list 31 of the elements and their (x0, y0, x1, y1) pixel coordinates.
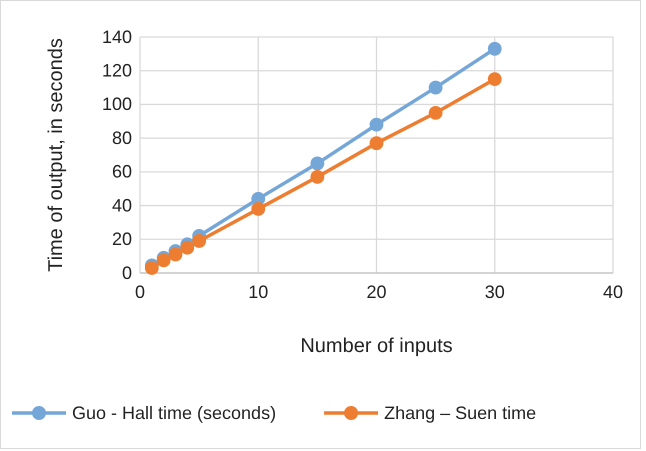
point (488, 42, 502, 56)
y-tick-label: 40 (112, 195, 132, 216)
point (428, 80, 443, 94)
point (488, 72, 502, 86)
y-tick-label: 0 (122, 262, 132, 283)
point (251, 202, 266, 216)
legend-label: Zhang – Suen time (384, 403, 536, 423)
point (428, 106, 443, 120)
y-tick-label: 100 (102, 94, 132, 114)
x-tick-label: 20 (366, 282, 387, 302)
y-tick-label: 60 (112, 162, 132, 182)
point (180, 240, 194, 255)
point (370, 136, 384, 150)
y-axis-title: Time of output, in seconds (45, 38, 67, 272)
y-tick-label: 140 (102, 26, 132, 47)
x-tick-label: 40 (602, 282, 624, 302)
point (156, 253, 171, 268)
y-tick-label: 80 (112, 128, 132, 148)
x-axis-title: Number of inputs (300, 335, 453, 357)
y-tick-label: 120 (102, 60, 132, 80)
point (168, 248, 182, 262)
y-tick-label: 20 (112, 229, 132, 250)
point (310, 170, 324, 184)
x-tick-label: 0 (134, 282, 146, 302)
point (144, 261, 159, 275)
x-tick-label: 10 (248, 282, 268, 302)
point (310, 156, 324, 170)
point (192, 234, 206, 248)
x-tick-label: 30 (484, 282, 505, 302)
legend-label: Guo - Hall time (seconds) (72, 403, 276, 423)
point (370, 118, 384, 132)
